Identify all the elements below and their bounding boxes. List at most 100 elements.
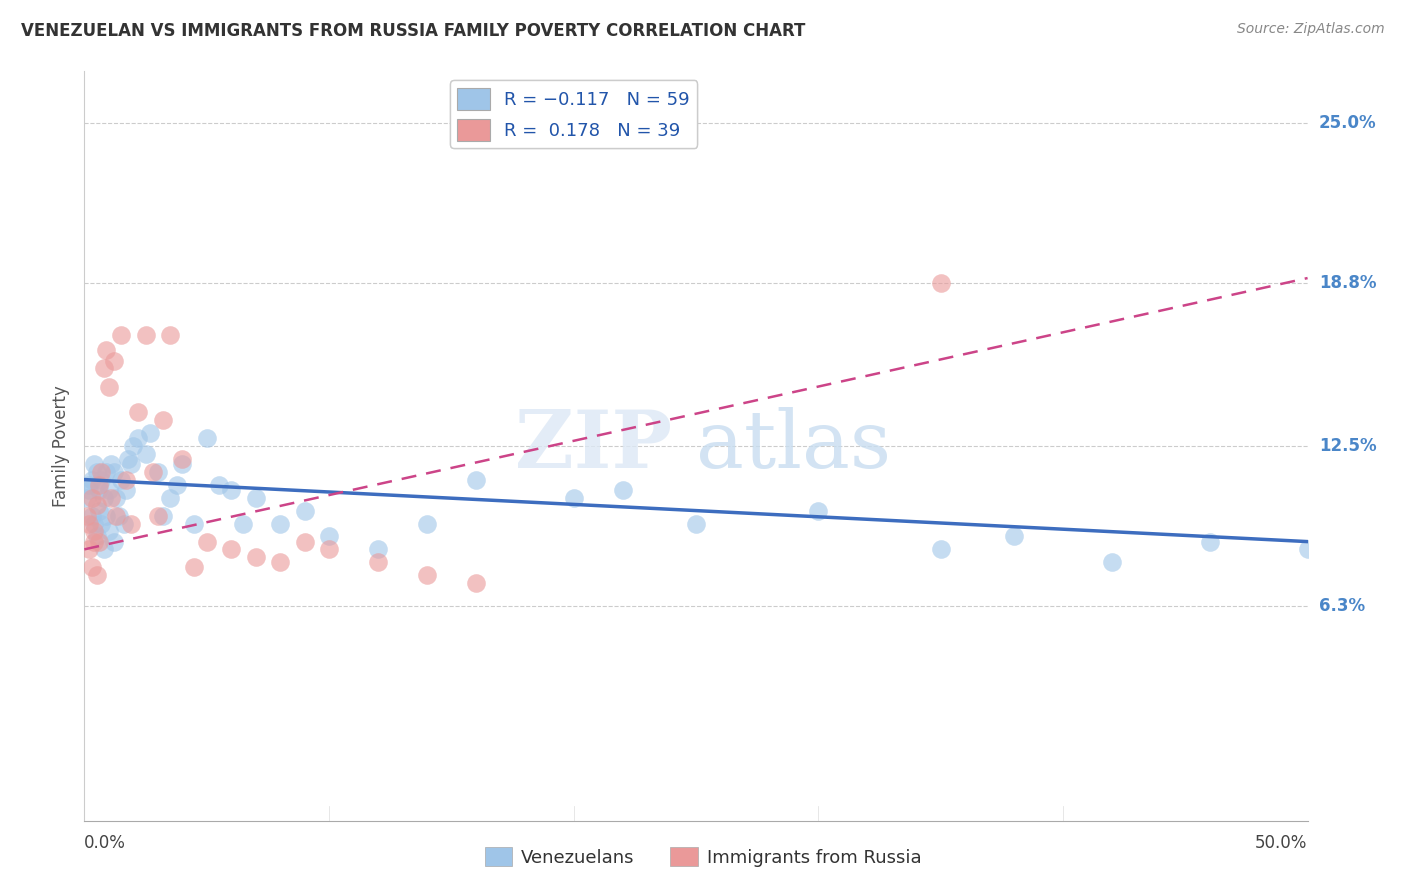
Text: 25.0%: 25.0%	[1319, 114, 1376, 132]
Point	[86, 465, 108, 479]
Point	[195, 534, 218, 549]
Point	[159, 327, 181, 342]
Point	[416, 516, 439, 531]
Point	[135, 447, 157, 461]
Point	[80, 473, 103, 487]
Point	[80, 508, 103, 523]
Point	[367, 555, 389, 569]
Point	[195, 431, 218, 445]
Point	[807, 503, 830, 517]
Point	[1101, 555, 1123, 569]
Point	[269, 516, 291, 531]
Point	[103, 465, 125, 479]
Point	[219, 542, 242, 557]
Point	[245, 491, 267, 505]
Text: atlas: atlas	[696, 407, 891, 485]
Point	[464, 576, 486, 591]
Point	[152, 508, 174, 523]
Point	[77, 477, 100, 491]
Point	[90, 465, 112, 479]
Legend: Venezuelans, Immigrants from Russia: Venezuelans, Immigrants from Russia	[478, 840, 928, 874]
Point	[93, 542, 115, 557]
Point	[183, 516, 205, 531]
Point	[294, 503, 316, 517]
Point	[100, 491, 122, 505]
Point	[103, 353, 125, 368]
Point	[159, 491, 181, 505]
Point	[80, 560, 103, 574]
Point	[929, 542, 952, 557]
Legend: R = −​0.117   N = 59, R =  0.178   N = 39: R = −​0.117 N = 59, R = 0.178 N = 39	[450, 80, 697, 148]
Point	[562, 491, 585, 505]
Point	[77, 516, 100, 531]
Point	[90, 516, 112, 531]
Point	[139, 426, 162, 441]
Point	[83, 516, 105, 531]
Point	[464, 473, 486, 487]
Point	[105, 508, 128, 523]
Point	[135, 327, 157, 342]
Point	[105, 491, 128, 505]
Point	[76, 491, 98, 505]
Point	[146, 508, 169, 523]
Y-axis label: Family Poverty: Family Poverty	[52, 385, 70, 507]
Point	[122, 439, 145, 453]
Point	[120, 457, 142, 471]
Point	[96, 343, 118, 358]
Point	[96, 465, 118, 479]
Point	[120, 516, 142, 531]
Point	[86, 499, 108, 513]
Point	[96, 508, 118, 523]
Point	[172, 451, 194, 466]
Point	[87, 477, 110, 491]
Point	[367, 542, 389, 557]
Point	[1296, 542, 1319, 557]
Text: 18.8%: 18.8%	[1319, 274, 1376, 293]
Point	[93, 491, 115, 505]
Point	[76, 508, 98, 523]
Point	[612, 483, 634, 497]
Point	[117, 451, 139, 466]
Text: VENEZUELAN VS IMMIGRANTS FROM RUSSIA FAMILY POVERTY CORRELATION CHART: VENEZUELAN VS IMMIGRANTS FROM RUSSIA FAM…	[21, 22, 806, 40]
Point	[110, 473, 132, 487]
Point	[87, 483, 110, 497]
Point	[142, 465, 165, 479]
Point	[416, 568, 439, 582]
Point	[97, 524, 120, 539]
Point	[183, 560, 205, 574]
Point	[83, 534, 105, 549]
Point	[83, 524, 105, 539]
Text: Source: ZipAtlas.com: Source: ZipAtlas.com	[1237, 22, 1385, 37]
Text: 12.5%: 12.5%	[1319, 437, 1376, 455]
Point	[1198, 534, 1220, 549]
Point	[87, 534, 110, 549]
Point	[318, 529, 340, 543]
Point	[86, 568, 108, 582]
Point	[100, 457, 122, 471]
Text: 6.3%: 6.3%	[1319, 597, 1365, 615]
Point	[112, 516, 135, 531]
Point	[294, 534, 316, 549]
Point	[685, 516, 707, 531]
Point	[219, 483, 242, 497]
Point	[83, 457, 105, 471]
Point	[115, 473, 138, 487]
Point	[103, 534, 125, 549]
Point	[97, 483, 120, 497]
Point	[86, 529, 108, 543]
Point	[929, 277, 952, 291]
Text: ZIP: ZIP	[515, 407, 672, 485]
Point	[77, 483, 100, 497]
Point	[172, 457, 194, 471]
Point	[107, 508, 129, 523]
Point	[115, 483, 138, 497]
Text: 0.0%: 0.0%	[84, 833, 127, 852]
Point	[93, 361, 115, 376]
Point	[127, 405, 149, 419]
Point	[208, 477, 231, 491]
Point	[80, 491, 103, 505]
Point	[146, 465, 169, 479]
Point	[318, 542, 340, 557]
Point	[232, 516, 254, 531]
Point	[152, 413, 174, 427]
